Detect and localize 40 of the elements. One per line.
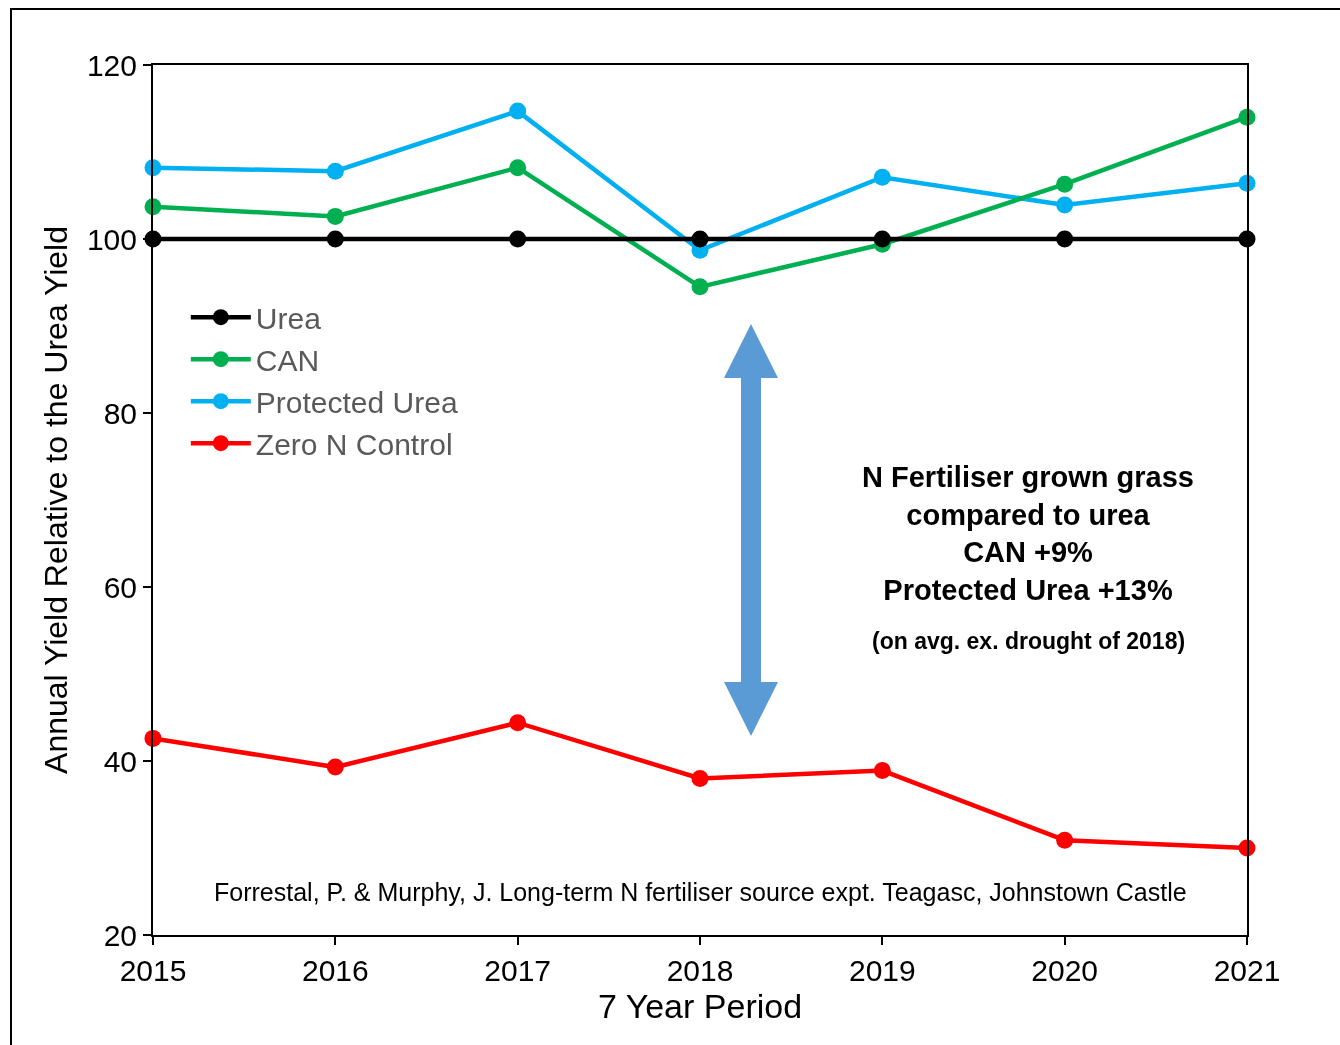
x-tick-label: 2021 bbox=[1213, 954, 1281, 987]
x-tick-label: 2016 bbox=[301, 954, 369, 987]
y-tick-label: 60 bbox=[103, 570, 137, 604]
x-tick-label: 2017 bbox=[484, 954, 552, 987]
point bbox=[1056, 175, 1074, 193]
point bbox=[326, 207, 344, 225]
y-tick-label: 20 bbox=[103, 918, 137, 952]
x-tick-label: 2019 bbox=[848, 954, 916, 987]
point bbox=[326, 230, 344, 248]
point bbox=[691, 230, 709, 248]
y-tick-label: 40 bbox=[103, 744, 137, 778]
point bbox=[326, 758, 344, 776]
point bbox=[873, 230, 891, 248]
y-tick-label: 120 bbox=[86, 48, 137, 82]
point bbox=[691, 769, 709, 787]
annotation: Forrestal, P. & Murphy, J. Long-term N fertiliser source expt. Teagasc, Johnstown Castle bbox=[214, 878, 1187, 906]
point bbox=[509, 714, 527, 732]
y-tick-label: 80 bbox=[103, 396, 137, 430]
legend-label: Protected Urea bbox=[255, 385, 458, 419]
y-tick-label: 100 bbox=[86, 222, 137, 256]
point bbox=[509, 230, 527, 248]
annotation: (on avg. ex. drought of 2018) bbox=[872, 628, 1186, 654]
point bbox=[1056, 196, 1074, 214]
legend-label: Zero N Control bbox=[255, 427, 453, 461]
x-tick-label: 2018 bbox=[666, 954, 734, 987]
point bbox=[1056, 831, 1074, 849]
point bbox=[509, 159, 527, 177]
point bbox=[691, 278, 709, 296]
x-tick-label: 2015 bbox=[119, 954, 187, 987]
x-tick-label: 2020 bbox=[1031, 954, 1099, 987]
legend-label: CAN bbox=[255, 343, 320, 377]
point bbox=[873, 762, 891, 780]
point bbox=[873, 168, 891, 186]
x-axis-title: 7 Year Period bbox=[597, 987, 803, 1025]
point bbox=[1056, 230, 1074, 248]
annotation: N Fertiliser grown grass compared to urea CAN +9% Protected Urea +13% bbox=[862, 461, 1194, 607]
point bbox=[326, 162, 344, 180]
y-axis-title: Annual Yield Relative to the Urea Yield bbox=[37, 226, 74, 774]
legend-label: Urea bbox=[255, 301, 322, 335]
point bbox=[509, 102, 527, 120]
